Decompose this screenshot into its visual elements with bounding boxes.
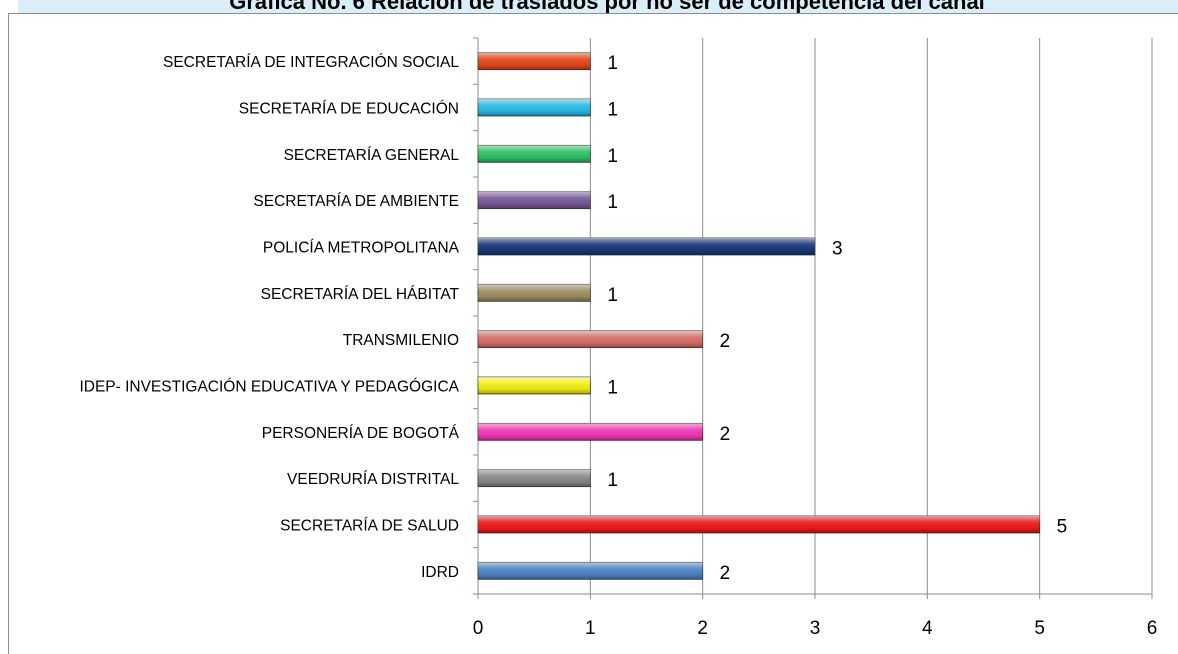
x-tick-label: 0: [473, 618, 484, 639]
x-tick-label: 6: [1147, 618, 1158, 639]
data-label: 1: [607, 100, 618, 121]
category-label: SECRETARÍA DE SALUD: [280, 518, 459, 535]
category-label: SECRETARÍA GENERAL: [284, 147, 460, 164]
x-tick-label: 1: [585, 618, 596, 639]
x-tick-label: 2: [697, 618, 708, 639]
data-label: 1: [607, 192, 618, 213]
chart-frame: [8, 13, 1178, 654]
data-label: 5: [1057, 517, 1068, 538]
category-label: SECRETARÍA DE INTEGRACIÓN SOCIAL: [163, 54, 459, 71]
bar-shade: [478, 145, 591, 163]
data-label: 1: [607, 285, 618, 306]
bar-shade: [478, 377, 591, 394]
bar-shade: [478, 330, 703, 348]
data-label: 2: [720, 424, 731, 445]
category-label: IDEP- INVESTIGACIÓN EDUCATIVA Y PEDAGÓGI…: [79, 379, 459, 396]
chart-title-band: Gráfica No. 6 Relación de traslados por …: [18, 0, 1178, 13]
bar-shade: [478, 469, 591, 487]
bar-shade: [478, 238, 815, 255]
bar-shade: [478, 99, 591, 116]
data-label: 1: [607, 378, 618, 399]
data-label: 3: [832, 239, 843, 260]
x-tick-label: 5: [1034, 618, 1045, 639]
category-label: IDRD: [421, 564, 459, 581]
bar-shade: [478, 52, 591, 70]
bar-shade: [478, 284, 591, 302]
bar-shade: [478, 562, 703, 580]
bar-shade: [478, 423, 703, 441]
category-label: VEEDRURÍA DISTRITAL: [287, 471, 459, 488]
category-label: SECRETARÍA DEL HÁBITAT: [261, 286, 460, 303]
bar-shade: [478, 191, 591, 209]
data-label: 1: [607, 470, 618, 491]
category-label: PERSONERÍA DE BOGOTÁ: [262, 425, 460, 442]
chart-title: Gráfica No. 6 Relación de traslados por …: [229, 0, 985, 13]
data-label: 2: [720, 563, 731, 584]
x-tick-label: 3: [810, 618, 821, 639]
category-label: SECRETARÍA DE AMBIENTE: [253, 193, 459, 210]
category-label: SECRETARÍA DE EDUCACIÓN: [239, 101, 459, 118]
category-label: TRANSMILENIO: [343, 332, 459, 349]
bar-shade: [478, 516, 1040, 533]
x-tick-label: 4: [922, 618, 933, 639]
data-label: 1: [607, 53, 618, 74]
data-label: 1: [607, 146, 618, 167]
category-label: POLICÍA METROPOLITANA: [263, 240, 460, 257]
data-label: 2: [720, 331, 731, 352]
